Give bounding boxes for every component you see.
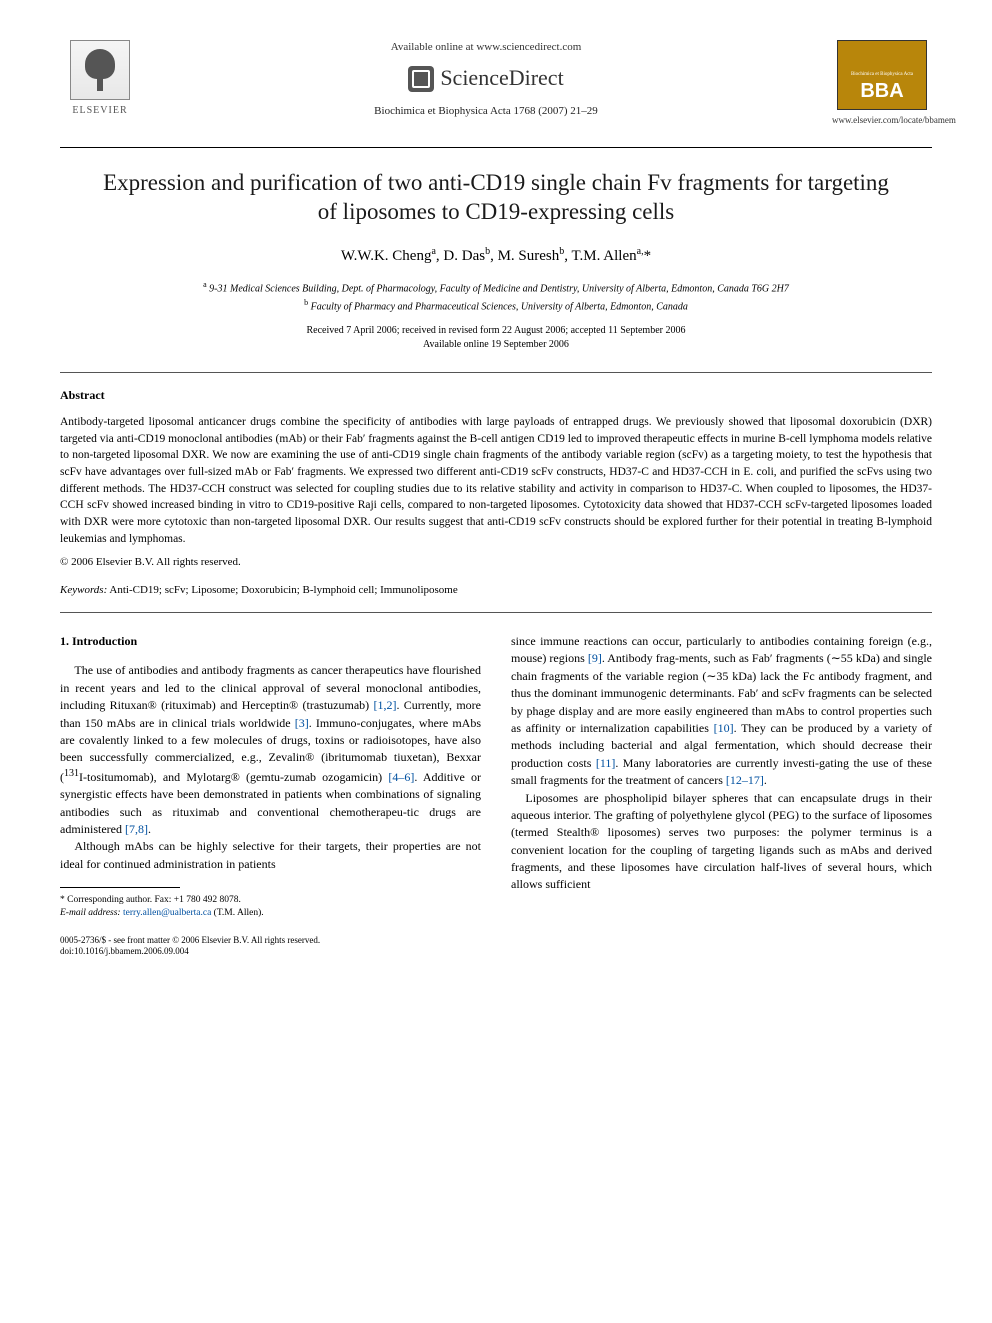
ref-9[interactable]: [9] <box>588 651 602 665</box>
abstract-body: Antibody-targeted liposomal anticancer d… <box>60 414 932 547</box>
email-label: E-mail address: <box>60 908 121 918</box>
affiliations: a 9-31 Medical Sciences Building, Dept. … <box>60 279 932 314</box>
footnotes: * Corresponding author. Fax: +1 780 492 … <box>60 894 481 921</box>
intro-para-2: Although mAbs can be highly selective fo… <box>60 838 481 873</box>
sciencedirect-icon <box>408 66 434 92</box>
elsevier-logo: ELSEVIER <box>60 40 140 118</box>
intro-heading: 1. Introduction <box>60 633 481 650</box>
affiliation-b: Faculty of Pharmacy and Pharmaceutical S… <box>311 301 688 312</box>
authors: W.W.K. Chenga, D. Dasb, M. Sureshb, T.M.… <box>60 245 932 267</box>
sciencedirect-text: ScienceDirect <box>440 63 563 94</box>
abstract-top-rule <box>60 372 932 373</box>
front-matter: 0005-2736/$ - see front matter © 2006 El… <box>60 935 481 958</box>
sciencedirect-brand: ScienceDirect <box>160 63 812 94</box>
issn-line: 0005-2736/$ - see front matter © 2006 El… <box>60 935 481 947</box>
bba-logo-block: Biochimica et Biophysica Acta BBA www.el… <box>832 40 932 127</box>
keywords-label: Keywords: <box>60 584 107 596</box>
page-header: ELSEVIER Available online at www.science… <box>60 40 932 127</box>
intro-para-3: since immune reactions can occur, partic… <box>511 633 932 790</box>
journal-reference: Biochimica et Biophysica Acta 1768 (2007… <box>160 104 812 119</box>
bba-box: Biochimica et Biophysica Acta BBA <box>837 40 927 110</box>
header-rule <box>60 147 932 148</box>
elsevier-label: ELSEVIER <box>60 104 140 118</box>
keywords: Keywords: Anti-CD19; scFv; Liposome; Dox… <box>60 583 932 598</box>
header-center: Available online at www.sciencedirect.co… <box>140 40 832 120</box>
left-column: 1. Introduction The use of antibodies an… <box>60 633 481 958</box>
ref-1-2[interactable]: [1,2] <box>373 698 396 712</box>
ref-11[interactable]: [11] <box>596 756 616 770</box>
ref-12-17[interactable]: [12–17] <box>726 773 764 787</box>
elsevier-tree-icon <box>70 40 130 100</box>
received-date: Received 7 April 2006; received in revis… <box>60 324 932 338</box>
abstract-bottom-rule <box>60 612 932 613</box>
ref-3[interactable]: [3] <box>295 716 309 730</box>
available-online-text: Available online at www.sciencedirect.co… <box>160 40 812 55</box>
footnote-separator <box>60 887 180 888</box>
corresponding-author: * Corresponding author. Fax: +1 780 492 … <box>60 894 481 907</box>
bba-url: www.elsevier.com/locate/bbamem <box>832 114 932 127</box>
ref-4-6[interactable]: [4–6] <box>388 770 414 784</box>
body-columns: 1. Introduction The use of antibodies an… <box>60 633 932 958</box>
article-dates: Received 7 April 2006; received in revis… <box>60 324 932 352</box>
intro-para-1: The use of antibodies and antibody fragm… <box>60 662 481 838</box>
online-date: Available online 19 September 2006 <box>60 338 932 352</box>
intro-para-4: Liposomes are phospholipid bilayer spher… <box>511 790 932 894</box>
article-title: Expression and purification of two anti-… <box>100 168 892 228</box>
email-link[interactable]: terry.allen@ualberta.ca <box>123 908 211 918</box>
right-column: since immune reactions can occur, partic… <box>511 633 932 958</box>
bba-acronym: BBA <box>860 77 903 105</box>
doi-line: doi:10.1016/j.bbamem.2006.09.004 <box>60 946 481 958</box>
affiliation-a: 9-31 Medical Sciences Building, Dept. of… <box>209 284 789 295</box>
keywords-text: Anti-CD19; scFv; Liposome; Doxorubicin; … <box>109 584 457 596</box>
copyright-line: © 2006 Elsevier B.V. All rights reserved… <box>60 555 932 570</box>
email-name: (T.M. Allen). <box>214 908 264 918</box>
abstract-heading: Abstract <box>60 387 932 404</box>
ref-7-8[interactable]: [7,8] <box>125 822 148 836</box>
ref-10[interactable]: [10] <box>714 721 734 735</box>
